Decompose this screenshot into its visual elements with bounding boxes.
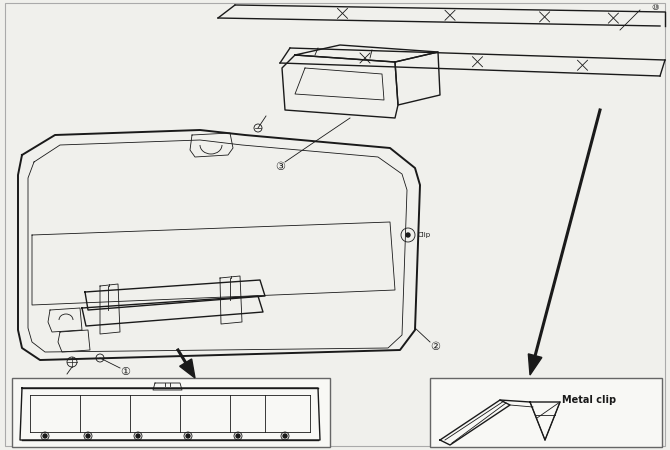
Polygon shape [295, 45, 438, 62]
Bar [12, 378, 330, 447]
Polygon shape [190, 133, 233, 157]
Polygon shape [100, 284, 120, 334]
Text: Clip: Clip [418, 232, 431, 238]
Polygon shape [48, 308, 82, 332]
Polygon shape [18, 130, 420, 360]
Polygon shape [440, 400, 510, 445]
Text: ②: ② [430, 342, 440, 352]
Polygon shape [220, 276, 242, 324]
Text: ③: ③ [275, 162, 285, 172]
Polygon shape [20, 388, 320, 440]
Polygon shape [85, 280, 265, 310]
Bar [430, 378, 662, 447]
Circle shape [283, 434, 287, 438]
Circle shape [236, 434, 240, 438]
Circle shape [136, 434, 140, 438]
Circle shape [43, 434, 47, 438]
Polygon shape [395, 52, 440, 105]
Polygon shape [282, 55, 398, 118]
Polygon shape [529, 354, 542, 375]
Text: ①: ① [120, 367, 130, 377]
Circle shape [186, 434, 190, 438]
Polygon shape [180, 359, 195, 378]
Text: Metal clip: Metal clip [562, 395, 616, 405]
Circle shape [86, 434, 90, 438]
Polygon shape [82, 296, 263, 326]
Text: ⑩: ⑩ [651, 3, 659, 12]
Circle shape [406, 233, 410, 237]
